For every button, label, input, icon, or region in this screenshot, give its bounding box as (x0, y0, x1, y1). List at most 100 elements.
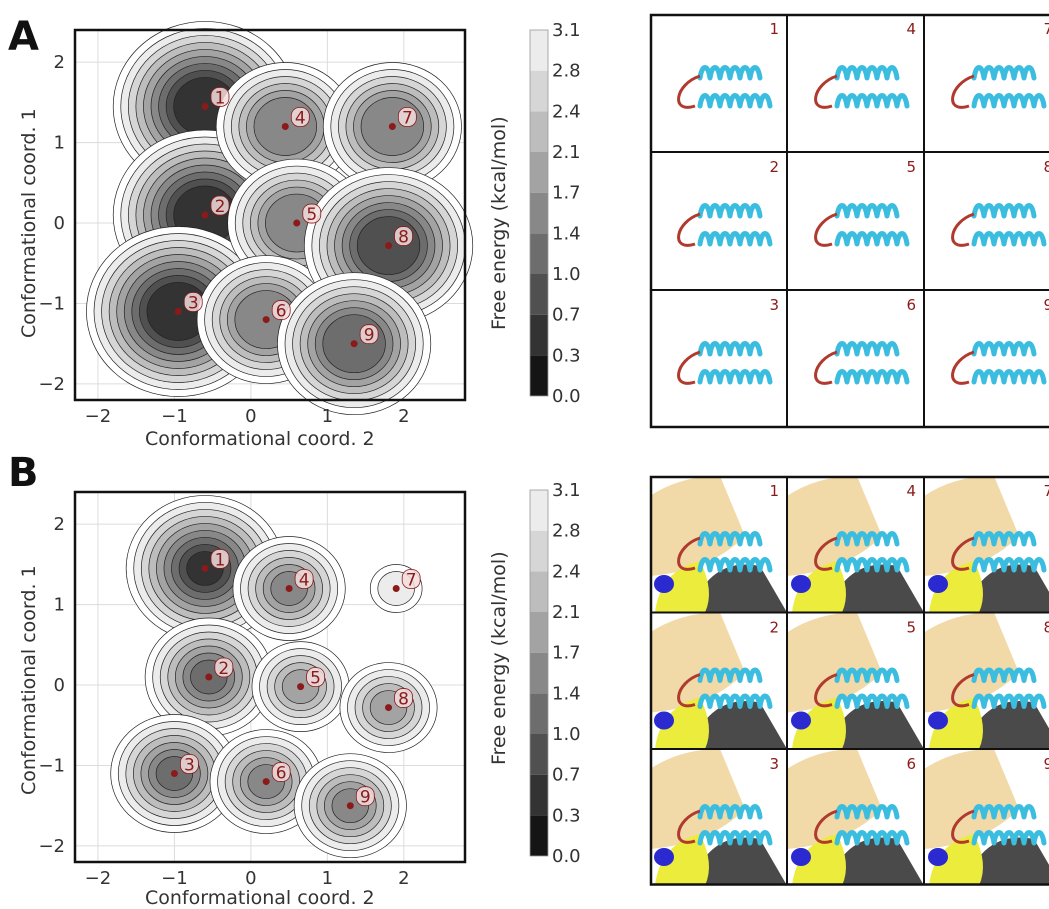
helix-ribbon (971, 804, 1037, 820)
panel-letter-b: B (8, 450, 39, 496)
structure-cell-label: 6 (906, 755, 916, 773)
structure-cell-label: 3 (769, 296, 779, 314)
surface-blue (654, 575, 674, 593)
helix-ribbon (697, 203, 763, 219)
surface-yellow (792, 697, 846, 749)
colorbar-a: 0.0 0.3 0.7 1.0 1.4 1.7 2.1 2.4 2.8 3.1 (529, 20, 581, 407)
surface-dark (964, 701, 1049, 749)
plot-frame (73, 490, 467, 864)
state-label-bg (302, 203, 322, 224)
structure-cell-label: 1 (769, 20, 779, 38)
structure-cell-9: 9 (924, 749, 1049, 886)
x-tick-label: −2 (85, 406, 112, 427)
surface-yellow (929, 561, 983, 613)
cell-bg (924, 290, 1049, 428)
state-label-3: 3 (188, 294, 199, 314)
structure-grid-b: 1 4 7 2 5 8 3 6 9 (649, 475, 1049, 886)
loop-ribbon (677, 212, 701, 247)
helix-ribbon (697, 231, 773, 247)
cell-bg (650, 290, 787, 428)
state-label-bg (210, 195, 230, 216)
y-axis-title-a: Conformational coord. 1 (18, 108, 40, 338)
state-marker-8 (385, 704, 393, 712)
state-marker-9 (346, 802, 354, 810)
surface-yellow (792, 561, 846, 613)
y-tick-label: −1 (38, 293, 65, 314)
structure-cell-label: 4 (906, 482, 916, 500)
state-label-1: 1 (215, 88, 226, 108)
structure-cell-3: 3 (650, 290, 787, 428)
cell-bg (787, 290, 924, 428)
helix-ribbon (834, 804, 900, 820)
surface-tan (650, 612, 745, 713)
y-tick-label: −2 (38, 836, 65, 857)
state-label-6: 6 (276, 764, 287, 784)
structure-cell-8: 8 (924, 612, 1049, 749)
structure-cell-2: 2 (650, 612, 787, 749)
structure-cell-label: 7 (1043, 482, 1049, 500)
colorbar-tick-label: 0.3 (552, 345, 581, 366)
loop-ribbon (814, 809, 838, 844)
helix-ribbon (834, 65, 900, 81)
colorbar-tick-label: 2.4 (552, 101, 581, 122)
cell-bg (787, 14, 924, 152)
helix-ribbon (697, 369, 773, 385)
state-label-bg (394, 688, 413, 708)
structure-cell-label: 5 (906, 619, 916, 637)
surface-tan (787, 476, 882, 576)
state-marker-5 (293, 219, 301, 227)
helix-ribbon (834, 667, 900, 683)
state-marker-7 (388, 123, 396, 131)
structure-cell-6: 6 (787, 290, 924, 428)
colorbar-tick-label: 1.0 (552, 264, 581, 285)
x-tick-label: −1 (161, 868, 188, 889)
surface-dark (690, 564, 787, 613)
surface-yellow (655, 834, 709, 886)
surface-yellow (792, 834, 846, 886)
plot-frame (73, 28, 467, 402)
structure-cell-label: 1 (769, 482, 779, 500)
surface-tan (787, 749, 882, 849)
state-label-bg (271, 300, 291, 320)
helix-ribbon (971, 341, 1037, 357)
x-tick-label: 1 (322, 868, 333, 889)
loop-ribbon (951, 74, 975, 109)
x-axis-title-a: Conformational coord. 2 (145, 428, 375, 450)
helix-ribbon (971, 830, 1047, 846)
structure-cell-label: 3 (769, 755, 779, 773)
colorbar-frame (529, 29, 549, 397)
structure-cell-1: 1 (650, 476, 787, 613)
structure-cell-3: 3 (650, 749, 787, 886)
loop-ribbon (677, 673, 701, 708)
helix-ribbon (834, 203, 900, 219)
x-tick-label: −1 (161, 406, 188, 427)
structure-cell-7: 7 (924, 476, 1049, 613)
colorbar-segment (530, 233, 548, 274)
helix-ribbon (971, 557, 1047, 573)
helix-ribbon (971, 93, 1047, 109)
colorbar-frame (529, 489, 549, 857)
state-label-8: 8 (398, 228, 409, 248)
colorbar-segment (530, 530, 548, 572)
colorbar-tick-label: 1.4 (552, 223, 581, 244)
surface-blue (654, 711, 674, 730)
colorbar-segment (530, 774, 548, 816)
surface-dark (690, 700, 787, 749)
surface-yellow (929, 697, 983, 749)
helix-ribbon (697, 693, 773, 709)
surface-blue (791, 848, 811, 866)
x-tick-label: 0 (245, 406, 256, 427)
structure-cell-4: 4 (787, 14, 924, 152)
y-tick-label: 2 (54, 52, 65, 73)
helix-ribbon (697, 804, 763, 820)
state-marker-3 (174, 308, 182, 316)
surface-blue (928, 711, 948, 730)
grid-frame (649, 13, 1049, 429)
colorbar-tick-label: 3.1 (552, 480, 581, 501)
structure-cell-label: 6 (906, 296, 916, 314)
state-label-1: 1 (215, 550, 226, 570)
helix-ribbon (971, 203, 1037, 219)
state-label-bg (210, 87, 230, 107)
colorbar-segment (530, 30, 548, 71)
structure-cell-5: 5 (787, 612, 924, 749)
